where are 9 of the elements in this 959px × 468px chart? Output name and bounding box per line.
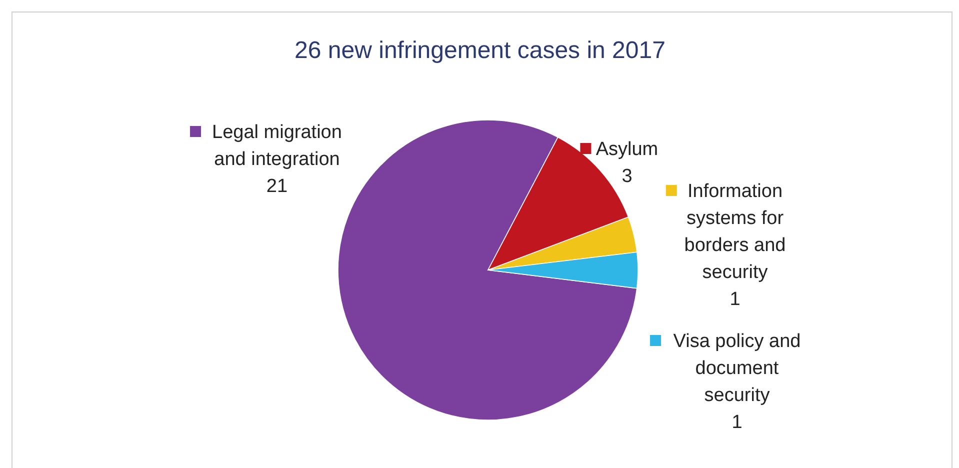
- legend-label: Information systems for borders and security: [684, 181, 786, 283]
- data-label: 21: [266, 176, 288, 197]
- data-label: 1: [732, 412, 742, 433]
- data-label: 3: [622, 166, 632, 187]
- chart-title: 26 new infringement cases in 2017: [294, 37, 666, 64]
- data-label: 1: [730, 289, 740, 310]
- legend-label: Legal migration and integration: [212, 122, 342, 170]
- legend-label: Asylum: [596, 139, 658, 160]
- legend-label: Visa policy and document security: [673, 331, 801, 406]
